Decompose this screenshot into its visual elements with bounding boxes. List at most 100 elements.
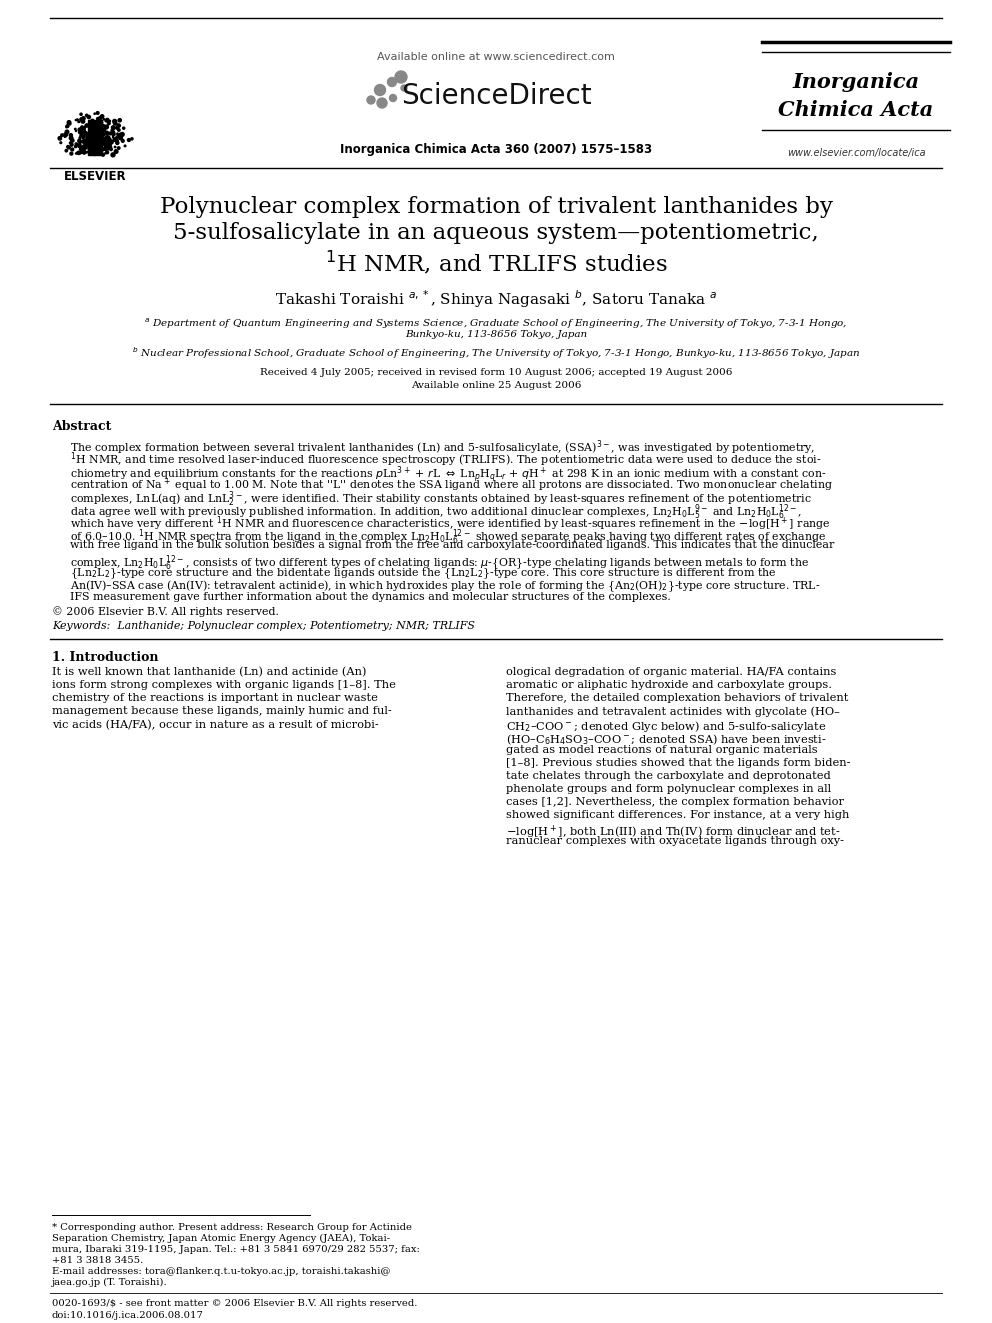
Circle shape xyxy=(87,115,90,119)
Circle shape xyxy=(61,134,63,136)
Circle shape xyxy=(91,144,95,148)
Circle shape xyxy=(102,128,105,131)
Circle shape xyxy=(111,153,115,157)
Circle shape xyxy=(98,132,99,134)
Circle shape xyxy=(60,142,62,144)
Text: +81 3 3818 3455.: +81 3 3818 3455. xyxy=(52,1256,143,1265)
Circle shape xyxy=(92,126,96,130)
Circle shape xyxy=(93,139,96,142)
Circle shape xyxy=(78,120,79,123)
Circle shape xyxy=(88,151,91,155)
Circle shape xyxy=(83,136,84,138)
Circle shape xyxy=(93,144,95,146)
Circle shape xyxy=(85,143,88,146)
Text: ions form strong complexes with organic ligands [1–8]. The: ions form strong complexes with organic … xyxy=(52,680,396,691)
Text: Inorganica Chimica Acta 360 (2007) 1575–1583: Inorganica Chimica Acta 360 (2007) 1575–… xyxy=(340,143,652,156)
Circle shape xyxy=(104,142,107,144)
Circle shape xyxy=(114,122,117,124)
Circle shape xyxy=(69,134,72,136)
Circle shape xyxy=(93,152,96,156)
Circle shape xyxy=(79,131,82,134)
Circle shape xyxy=(99,123,101,126)
Text: (HO–C$_6$H$_4$SO$_3$–COO$^-$; denoted SSA) have been investi-: (HO–C$_6$H$_4$SO$_3$–COO$^-$; denoted SS… xyxy=(506,733,826,747)
Circle shape xyxy=(100,140,102,143)
Text: IFS measurement gave further information about the dynamics and molecular struct: IFS measurement gave further information… xyxy=(70,591,671,602)
Circle shape xyxy=(65,130,68,134)
Circle shape xyxy=(94,142,95,143)
Circle shape xyxy=(100,135,102,136)
Text: complex, Ln$_2$H$_0$L$_6^{12-}$, consists of two different types of chelating li: complex, Ln$_2$H$_0$L$_6^{12-}$, consist… xyxy=(70,553,809,573)
Circle shape xyxy=(97,143,99,144)
Circle shape xyxy=(102,148,104,149)
Circle shape xyxy=(78,128,81,131)
Circle shape xyxy=(94,134,97,136)
Circle shape xyxy=(88,148,89,149)
Text: Abstract: Abstract xyxy=(52,419,111,433)
Circle shape xyxy=(96,131,99,134)
Circle shape xyxy=(115,136,117,138)
Circle shape xyxy=(64,136,65,138)
Circle shape xyxy=(100,128,103,132)
Circle shape xyxy=(99,128,102,132)
Circle shape xyxy=(102,140,106,144)
Circle shape xyxy=(117,147,120,149)
Circle shape xyxy=(119,134,121,135)
Circle shape xyxy=(104,128,106,131)
Text: ScienceDirect: ScienceDirect xyxy=(401,82,591,110)
Circle shape xyxy=(76,119,78,120)
Circle shape xyxy=(123,127,125,130)
Circle shape xyxy=(67,146,70,149)
Circle shape xyxy=(87,143,89,146)
Circle shape xyxy=(86,134,88,135)
Circle shape xyxy=(95,144,98,147)
Circle shape xyxy=(92,144,96,147)
Circle shape xyxy=(69,136,73,140)
Circle shape xyxy=(102,124,105,127)
Circle shape xyxy=(89,146,91,147)
Circle shape xyxy=(87,151,89,152)
Text: ological degradation of organic material. HA/FA contains: ological degradation of organic material… xyxy=(506,667,836,677)
Circle shape xyxy=(131,138,133,140)
Circle shape xyxy=(84,143,86,146)
Text: doi:10.1016/j.ica.2006.08.017: doi:10.1016/j.ica.2006.08.017 xyxy=(52,1311,204,1320)
Circle shape xyxy=(93,138,96,140)
Circle shape xyxy=(89,136,92,139)
Circle shape xyxy=(91,128,94,131)
Text: $^{a}$ Department of Quantum Engineering and Systems Science, Graduate School of: $^{a}$ Department of Quantum Engineering… xyxy=(144,318,848,331)
Circle shape xyxy=(98,134,102,138)
Circle shape xyxy=(101,131,104,134)
Circle shape xyxy=(90,140,93,143)
Circle shape xyxy=(94,140,96,142)
Circle shape xyxy=(80,118,82,120)
Circle shape xyxy=(67,123,70,124)
Circle shape xyxy=(81,116,85,120)
Circle shape xyxy=(103,119,104,120)
Circle shape xyxy=(117,134,118,135)
Circle shape xyxy=(77,151,80,155)
Circle shape xyxy=(105,142,109,144)
Circle shape xyxy=(88,122,92,126)
Circle shape xyxy=(113,138,116,142)
Circle shape xyxy=(94,146,97,148)
Circle shape xyxy=(76,152,79,155)
Circle shape xyxy=(104,143,107,146)
Circle shape xyxy=(95,126,99,130)
Circle shape xyxy=(118,135,121,138)
Circle shape xyxy=(98,136,101,139)
Circle shape xyxy=(97,138,100,140)
Circle shape xyxy=(95,136,99,140)
Circle shape xyxy=(93,130,96,132)
Circle shape xyxy=(89,140,92,143)
Circle shape xyxy=(94,140,96,143)
Text: chemistry of the reactions is important in nuclear waste: chemistry of the reactions is important … xyxy=(52,693,378,704)
Circle shape xyxy=(93,138,95,140)
Text: Polynuclear complex formation of trivalent lanthanides by: Polynuclear complex formation of trivale… xyxy=(160,196,832,218)
Circle shape xyxy=(120,132,124,136)
Circle shape xyxy=(95,148,99,152)
Text: © 2006 Elsevier B.V. All rights reserved.: © 2006 Elsevier B.V. All rights reserved… xyxy=(52,606,279,618)
Text: with free ligand in the bulk solution besides a signal from the free and carboxy: with free ligand in the bulk solution be… xyxy=(70,540,834,550)
Circle shape xyxy=(111,130,113,132)
Text: aromatic or aliphatic hydroxide and carboxylate groups.: aromatic or aliphatic hydroxide and carb… xyxy=(506,680,832,691)
Circle shape xyxy=(97,149,101,152)
Text: vic acids (HA/FA), occur in nature as a result of microbi-: vic acids (HA/FA), occur in nature as a … xyxy=(52,720,379,730)
